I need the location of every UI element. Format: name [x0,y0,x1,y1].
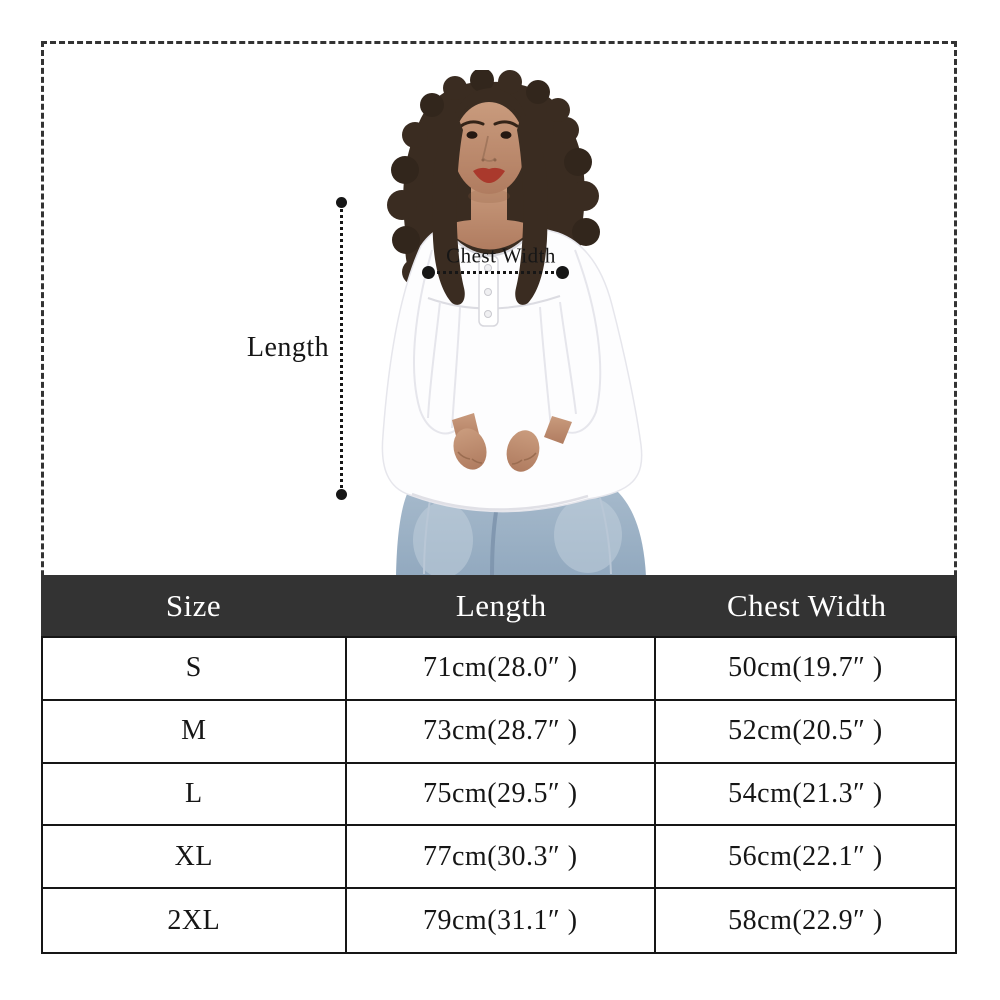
table-row: XL 77cm(30.3″ ) 56cm(22.1″ ) [43,826,955,890]
cell: 58cm(22.9″ ) [728,904,883,936]
size-table-body: S 71cm(28.0″ ) 50cm(19.7″ ) M 73cm(28.7″ ) 52… [41,636,957,954]
size-table: Size Length Chest Width S 71cm(28.0″ ) 50cm(… [41,575,957,954]
size-table-header: Size Length Chest Width [41,575,957,636]
cell: 73cm(28.7″ ) [347,700,656,762]
chest-width-measure-line [430,271,562,274]
cell: S [43,638,347,699]
cell: 77cm(30.3″ ) [347,826,656,888]
eye [500,131,512,139]
length-annotation-label: Length [246,332,330,363]
table-row: S 71cm(28.0″ ) 50cm(19.7″ ) [43,638,955,701]
table-row: L 75cm(29.5″ ) 54cm(21.3″ ) [43,763,955,827]
cell: 2XL [43,889,347,952]
eyebrow [459,120,485,128]
cell: 52cm(20.5″ ) [728,715,883,747]
cell: M [43,700,347,762]
model-hands [452,413,572,472]
header-cell-1: Length [455,587,547,623]
model-face [453,102,525,194]
header-cell-0: Size [165,587,222,623]
eyebrow [493,120,519,128]
cell: 75cm(29.5″ ) [347,763,656,825]
cell: 79cm(31.1″ ) [347,889,656,952]
cell: 54cm(21.3″ ) [728,777,883,809]
cell: 56cm(22.1″ ) [728,840,883,872]
shirt-button [484,288,492,296]
header-cell-2: Chest Width [726,587,887,623]
cell: 50cm(19.7″ ) [728,652,883,684]
shirt-button [484,310,492,318]
model-photo [381,70,646,576]
chest-line-right-dot [556,266,569,279]
length-measure-line [340,202,343,494]
chest-width-annotation-label: Chest Width [446,243,556,268]
chest-line-left-dot [422,266,435,279]
lips [473,167,505,183]
eye [466,131,478,139]
cell: L [43,763,347,825]
cell: XL [43,826,347,888]
table-row: 2XL 79cm(31.1″ ) 58cm(22.9″ ) [43,889,955,952]
table-row: M 73cm(28.7″ ) 52cm(20.5″ ) [43,700,955,764]
cell: 71cm(28.0″ ) [347,638,656,699]
model-hair-front [432,88,548,305]
nose [482,135,496,162]
length-line-bottom-dot [336,489,347,500]
length-line-top-dot [336,197,347,208]
